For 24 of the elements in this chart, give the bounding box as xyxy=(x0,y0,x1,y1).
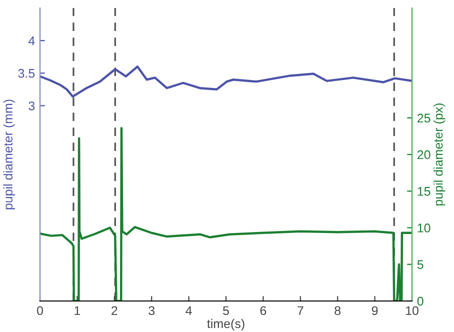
x-tick-label: 10 xyxy=(406,306,418,316)
x-tick-label: 1 xyxy=(74,306,80,315)
x-tick-label: 8 xyxy=(334,306,341,316)
x-tick-label: 0 xyxy=(37,306,43,316)
y2-tick-label: 25 xyxy=(417,114,430,123)
x-tick-label: 3 xyxy=(148,306,155,316)
y2-tick-label: 10 xyxy=(418,224,430,232)
y-axis-title: pupil diameter (mm) xyxy=(3,100,15,210)
line-series xyxy=(40,65,412,98)
y2-tick-label: 15 xyxy=(418,187,430,196)
y2-tick-label: 5 xyxy=(417,260,424,270)
x-axis-title: time(s) xyxy=(207,318,244,331)
y2-tick-label: 20 xyxy=(417,150,430,160)
y2-tick-label: 0 xyxy=(417,296,424,306)
y-tick-label: 3.5 xyxy=(18,68,35,78)
y-tick-label: 4 xyxy=(28,36,35,46)
x-tick-label: 2 xyxy=(112,306,118,315)
x-tick-label: 5 xyxy=(223,306,229,316)
x-tick-label: 7 xyxy=(298,306,304,315)
y-tick-label: 3 xyxy=(28,101,35,110)
y2-axis-title: pupil diameter (px) xyxy=(434,104,446,206)
x-tick-label: 6 xyxy=(260,306,266,316)
x-tick-label: 9 xyxy=(372,306,378,316)
x-tick-label: 4 xyxy=(186,306,192,315)
